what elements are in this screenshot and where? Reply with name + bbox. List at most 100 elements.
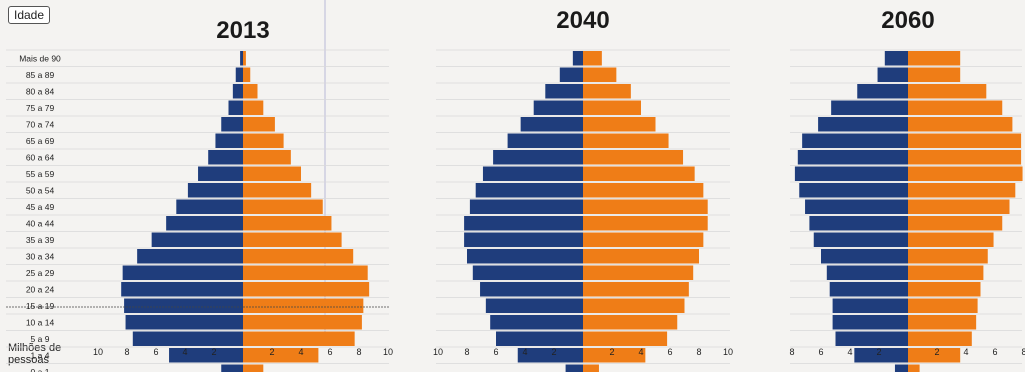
bar-male-14 (121, 282, 243, 297)
x-tick-label: 4 (963, 347, 968, 357)
bar-male-19 (221, 364, 243, 372)
bar-female-19 (243, 364, 264, 372)
bar-male-6 (493, 150, 583, 165)
bar-female-8 (583, 183, 704, 198)
bar-female-6 (908, 150, 1022, 165)
bar-female-3 (583, 100, 641, 115)
bar-male-9 (469, 199, 583, 214)
bar-male-16 (490, 315, 583, 330)
bar-male-2 (545, 84, 583, 99)
x-tick-label: 8 (464, 347, 469, 357)
x-tick-label: 2 (609, 347, 614, 357)
bar-male-10 (464, 216, 583, 231)
bar-female-3 (243, 100, 264, 115)
x-tick-label: 4 (638, 347, 643, 357)
bar-male-4 (818, 117, 908, 132)
bar-male-0 (884, 51, 908, 66)
bar-female-16 (583, 315, 678, 330)
bar-male-0 (240, 51, 243, 66)
bar-male-17 (496, 331, 583, 346)
bar-female-10 (908, 216, 1003, 231)
bar-female-11 (583, 232, 704, 247)
bar-male-8 (187, 183, 243, 198)
bar-female-19 (908, 364, 920, 372)
x-tick-label: 10 (433, 347, 443, 357)
bar-female-6 (243, 150, 291, 165)
age-label: 80 a 84 (26, 86, 55, 96)
bar-female-13 (243, 265, 368, 280)
bar-female-12 (243, 249, 354, 264)
x-tick-label: 6 (818, 347, 823, 357)
bar-female-11 (908, 232, 994, 247)
bar-male-7 (482, 166, 583, 181)
x-tick-label: 10 (723, 347, 733, 357)
bar-male-18 (169, 348, 243, 363)
x-tick-label: 4 (182, 347, 187, 357)
bar-male-4 (221, 117, 243, 132)
age-label: 75 a 79 (26, 103, 55, 113)
x-tick-label: 2 (934, 347, 939, 357)
panel-title: 2060 (881, 7, 934, 34)
bar-female-14 (583, 282, 689, 297)
x-tick-label: 4 (847, 347, 852, 357)
bar-female-18 (908, 348, 961, 363)
age-label: Mais de 90 (19, 53, 61, 63)
x-tick-label: 8 (356, 347, 361, 357)
x-tick-label: 2 (876, 347, 881, 357)
bar-female-2 (243, 84, 258, 99)
bar-male-11 (151, 232, 243, 247)
bar-female-16 (908, 315, 977, 330)
bar-male-5 (215, 133, 243, 148)
bar-female-6 (583, 150, 684, 165)
x-tick-label: 4 (298, 347, 303, 357)
bar-female-17 (583, 331, 668, 346)
bar-male-16 (832, 315, 908, 330)
bar-female-4 (583, 117, 656, 132)
bar-female-1 (908, 67, 961, 82)
bar-male-8 (799, 183, 908, 198)
bar-female-10 (243, 216, 332, 231)
age-label: 50 a 54 (26, 185, 55, 195)
age-label: 40 a 44 (26, 218, 55, 228)
bar-female-11 (243, 232, 342, 247)
bar-male-14 (480, 282, 583, 297)
bar-male-15 (832, 298, 908, 313)
unit-label: Milhões de pessoas (8, 342, 61, 366)
bar-female-7 (908, 166, 1023, 181)
bar-female-12 (908, 249, 988, 264)
bar-male-0 (572, 51, 583, 66)
bar-female-1 (243, 67, 251, 82)
age-axis-title: Idade (8, 6, 51, 24)
bar-female-2 (583, 84, 631, 99)
pyramid-2013: 2013 Mais de 90 85 a 89 80 a 84 75 a 79 70 a … (6, 17, 393, 372)
x-tick-label: 8 (789, 347, 794, 357)
bar-male-11 (813, 232, 908, 247)
bar-female-13 (583, 265, 694, 280)
bar-female-14 (243, 282, 370, 297)
pyramid-2060: 2060 8 6 4 2 2 4 6 8 (789, 7, 1025, 372)
age-label: 35 a 39 (26, 235, 55, 245)
age-label: 25 a 29 (26, 268, 55, 278)
bar-male-15 (485, 298, 583, 313)
bar-female-9 (908, 199, 1010, 214)
age-label: 0 a 1 (31, 367, 50, 372)
age-label: 65 a 69 (26, 136, 55, 146)
age-label: 30 a 34 (26, 251, 55, 261)
x-tick-label: 2 (551, 347, 556, 357)
bar-female-9 (243, 199, 323, 214)
bar-male-19 (894, 364, 908, 372)
bar-female-5 (243, 133, 284, 148)
bar-male-18 (517, 348, 583, 363)
bar-female-15 (243, 298, 364, 313)
x-tick-label: 6 (493, 347, 498, 357)
bar-male-8 (475, 183, 583, 198)
bar-male-18 (854, 348, 908, 363)
bar-female-3 (908, 100, 1003, 115)
unit-label-line2: pessoas (8, 354, 49, 366)
bar-male-12 (467, 249, 583, 264)
bar-female-12 (583, 249, 699, 264)
bar-male-6 (797, 150, 908, 165)
bar-female-14 (908, 282, 981, 297)
bar-male-7 (794, 166, 908, 181)
